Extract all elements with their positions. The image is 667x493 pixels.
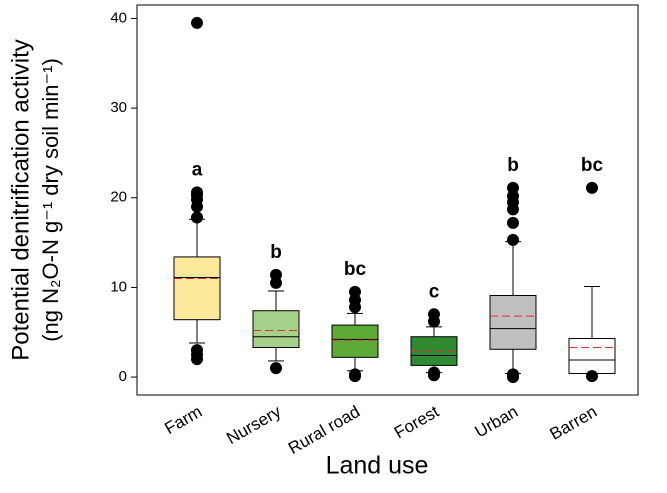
y-axis-title: (ng N₂O-N g⁻¹ dry soil min⁻¹) bbox=[38, 58, 63, 342]
box bbox=[252, 310, 300, 348]
significance-letter: b bbox=[270, 242, 282, 263]
x-tick-label: Rural road bbox=[285, 402, 363, 458]
outlier bbox=[191, 344, 203, 357]
x-tick-label: Farm bbox=[161, 402, 205, 438]
outlier bbox=[191, 16, 203, 29]
outlier bbox=[428, 308, 440, 321]
outlier bbox=[586, 181, 598, 194]
outlier bbox=[191, 211, 203, 224]
significance-letter: a bbox=[192, 159, 203, 180]
outlier bbox=[507, 368, 519, 381]
significance-letter: bc bbox=[344, 259, 367, 280]
y-tick-label: 0 bbox=[119, 368, 127, 385]
y-axis-title: Potential denitrification activity bbox=[7, 39, 34, 361]
outlier bbox=[270, 268, 282, 281]
y-tick-label: 10 bbox=[110, 278, 127, 295]
outlier bbox=[428, 366, 440, 379]
outlier bbox=[507, 181, 519, 194]
x-tick-label: Nursery bbox=[223, 402, 284, 448]
outlier bbox=[507, 233, 519, 246]
plot-frame bbox=[136, 4, 639, 396]
significance-letter: bc bbox=[581, 155, 604, 176]
significance-letter: b bbox=[507, 155, 519, 176]
y-tick-label: 20 bbox=[110, 189, 127, 206]
box bbox=[568, 338, 616, 374]
y-tick-label: 30 bbox=[110, 99, 127, 116]
y-tick-label: 40 bbox=[110, 9, 127, 26]
outlier bbox=[349, 368, 361, 381]
x-tick-label: Urban bbox=[472, 402, 522, 442]
outlier bbox=[270, 362, 282, 375]
outlier bbox=[507, 216, 519, 229]
box bbox=[489, 294, 537, 350]
x-axis-title: Land use bbox=[326, 452, 429, 480]
significance-letter: c bbox=[429, 281, 440, 302]
outlier bbox=[191, 186, 203, 199]
x-tick-label: Forest bbox=[391, 402, 442, 443]
outlier bbox=[586, 370, 598, 383]
box bbox=[173, 256, 221, 321]
box bbox=[331, 324, 379, 358]
x-tick-label: Barren bbox=[547, 402, 601, 444]
outlier bbox=[349, 285, 361, 298]
